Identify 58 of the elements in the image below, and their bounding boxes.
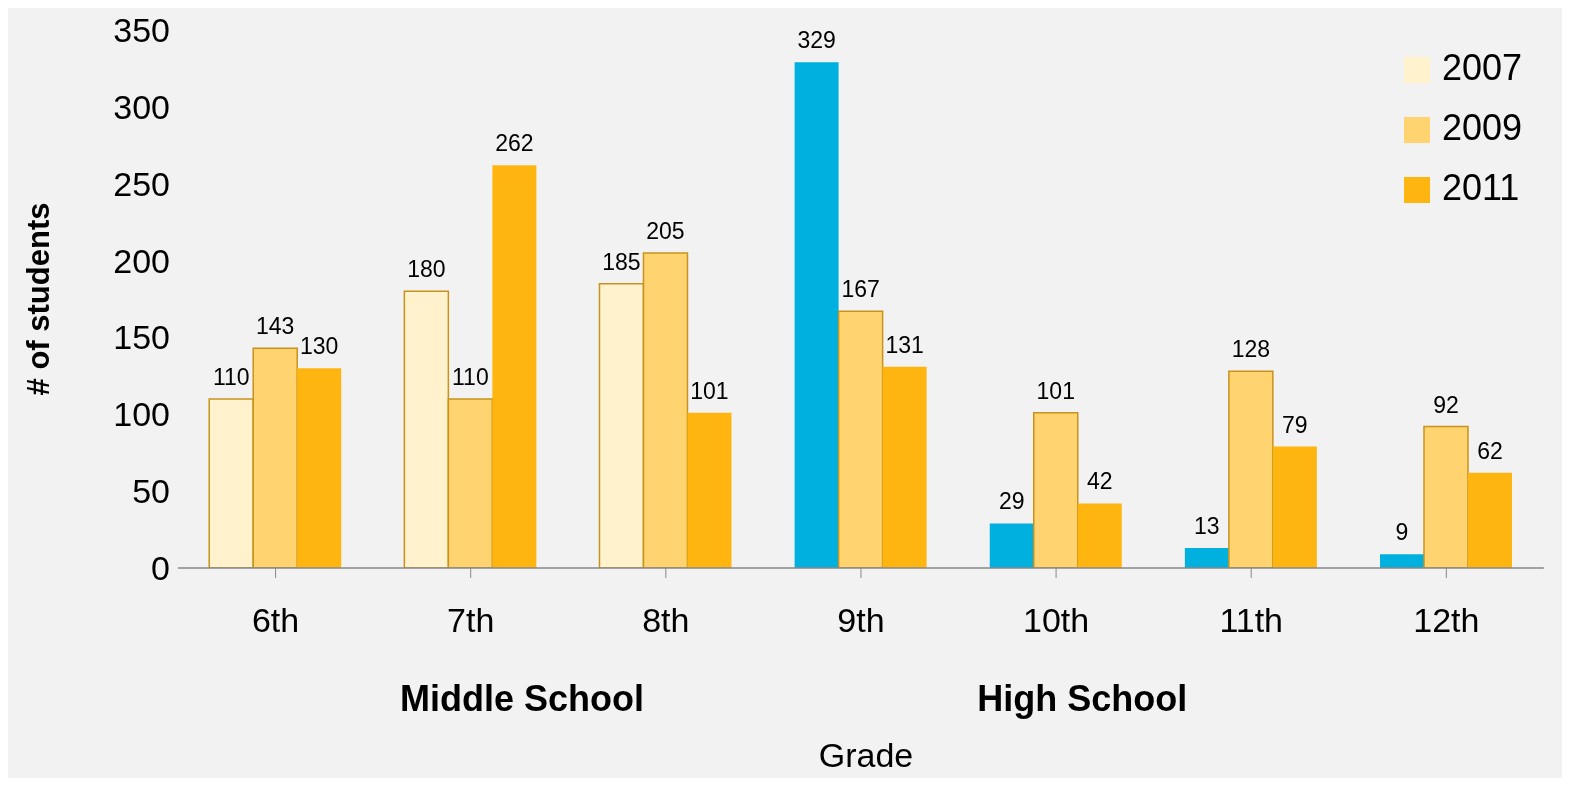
data-label: 101: [1036, 377, 1075, 404]
text: Middle School: [399, 678, 645, 720]
data-label: 9: [1395, 519, 1409, 546]
data-label: 29: [998, 488, 1025, 515]
data-label: 130: [300, 333, 339, 360]
bar: [837, 310, 884, 568]
x-tick-label: 11th: [1219, 601, 1284, 640]
y-tick-label: 200: [113, 241, 170, 280]
data-label: 79: [1282, 411, 1308, 438]
legend-label: 2007: [1441, 47, 1522, 88]
data-label: 185: [602, 248, 641, 275]
data-label: 42: [1086, 468, 1113, 495]
data-label: 128: [1231, 336, 1271, 363]
data-label: 101: [690, 377, 729, 404]
bar: [1228, 370, 1274, 568]
x-tick-label: 12th: [1413, 601, 1480, 640]
data-label: 110: [212, 363, 250, 390]
data-label: 143: [256, 313, 295, 340]
data-label: 62: [1477, 437, 1503, 464]
x-tick-label: 9th: [837, 601, 885, 640]
bar: [1272, 446, 1317, 568]
y-tick-label: 150: [113, 318, 170, 357]
bar: [492, 165, 537, 568]
bar: [882, 366, 927, 568]
legend-label: 2009: [1441, 107, 1522, 148]
data-label: 110: [452, 363, 489, 390]
y-tick-label: 300: [113, 87, 170, 126]
y-tick-label: 50: [132, 472, 170, 511]
y-axis-title: # of students: [21, 202, 57, 396]
data-label: 329: [797, 27, 836, 54]
bar: [1380, 554, 1424, 568]
bar: [1468, 472, 1512, 568]
legend-label: 2011: [1441, 167, 1520, 208]
x-tick-label: 10th: [1022, 601, 1090, 640]
bar: [1032, 412, 1079, 568]
data-label: 13: [1194, 513, 1220, 540]
x-axis-title: Grade: [817, 736, 915, 775]
data-label: 167: [841, 276, 880, 303]
bar: [1077, 503, 1122, 568]
data-label: 180: [407, 256, 446, 283]
bar: [989, 523, 1034, 568]
x-tick-label: 7th: [447, 601, 495, 640]
data-label: 131: [885, 331, 924, 358]
y-tick-label: 0: [151, 549, 170, 588]
x-tick-label: 6th: [251, 601, 300, 640]
bar: [1423, 425, 1469, 568]
bar: [1184, 548, 1229, 568]
x-tick-label: 8th: [642, 601, 690, 640]
bar: [297, 368, 342, 568]
bar: [687, 412, 732, 568]
text: High School: [976, 678, 1189, 720]
data-label: 262: [495, 130, 534, 157]
data-label: 92: [1433, 391, 1459, 418]
bar: [794, 62, 839, 568]
y-tick-label: 350: [113, 11, 170, 50]
data-label: 205: [646, 217, 685, 244]
y-tick-label: 100: [113, 395, 170, 434]
y-tick-label: 250: [113, 164, 170, 203]
